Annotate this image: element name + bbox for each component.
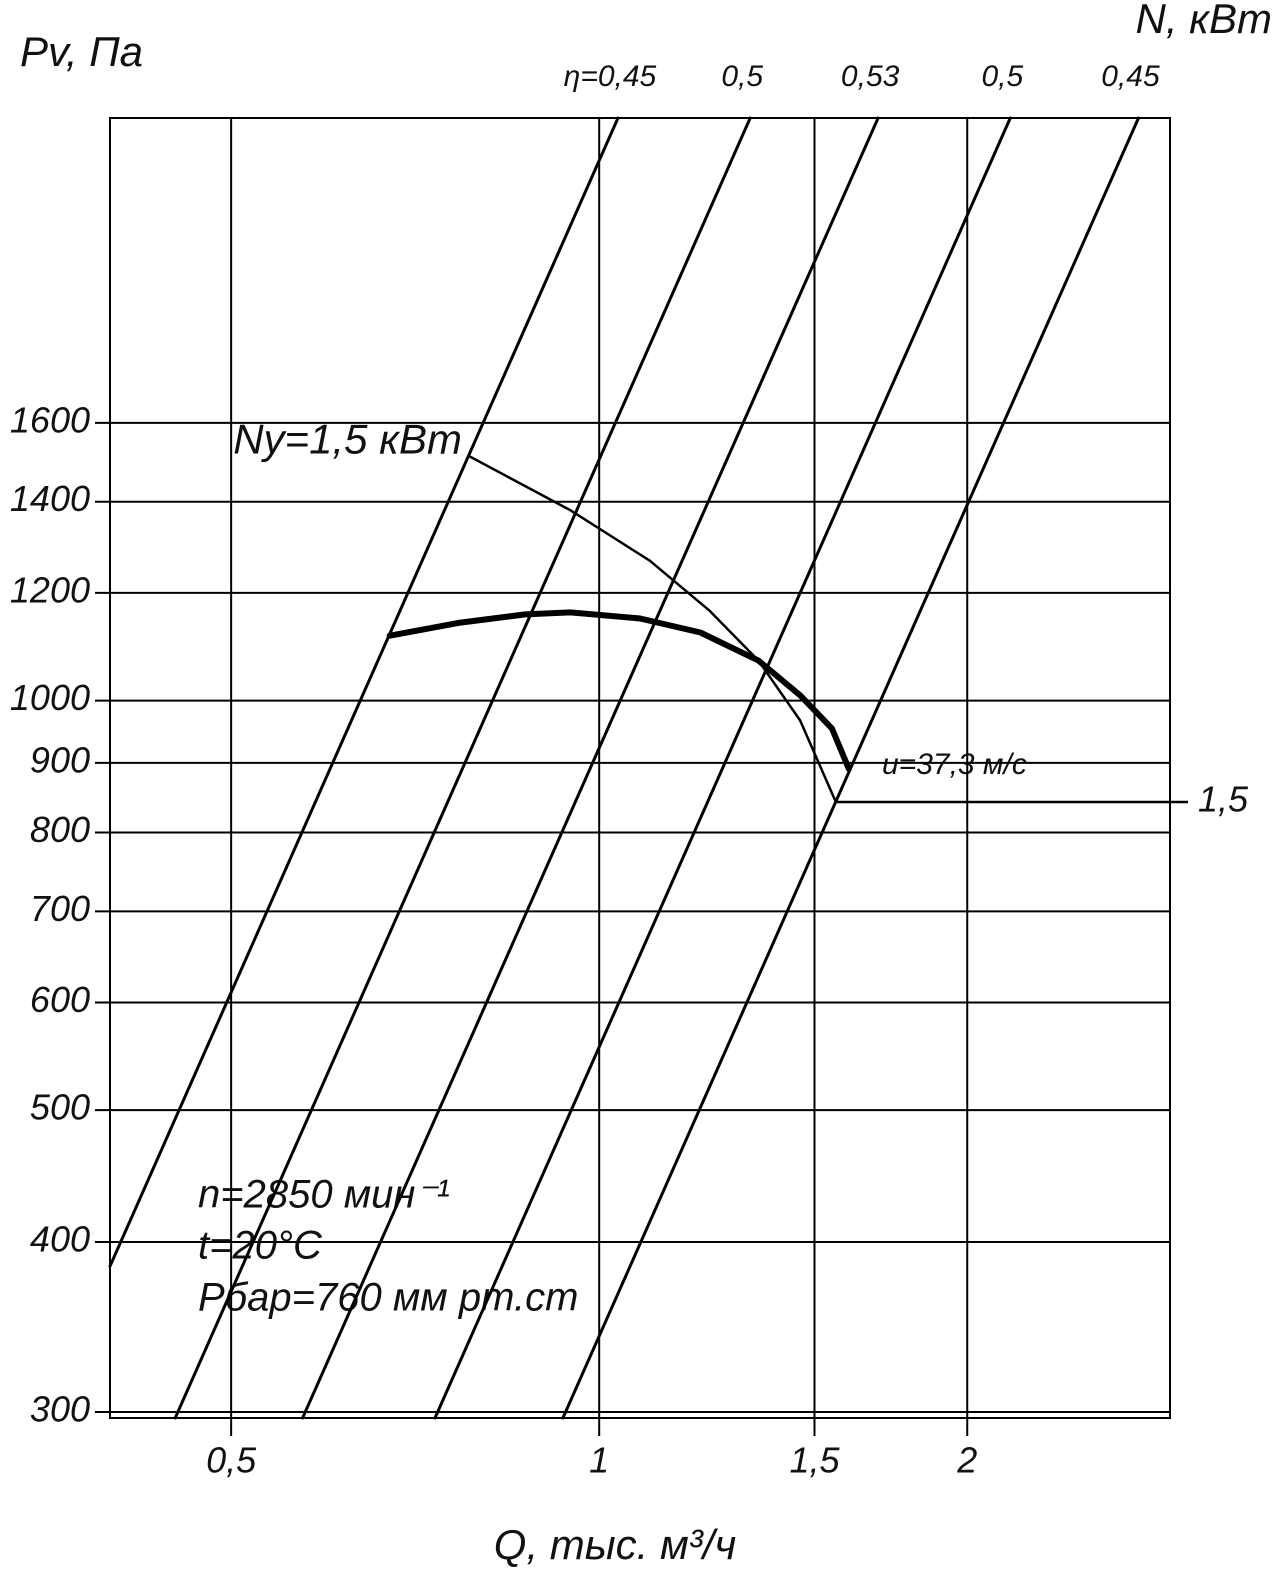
y-tick-label: 600: [30, 979, 90, 1020]
x-tick-label: 1,5: [789, 1440, 840, 1481]
y-axis-title: Pv, Па: [20, 28, 143, 75]
series-label: 0,45: [1101, 60, 1160, 93]
series-label: 0,5: [981, 60, 1023, 93]
series-label: 0,53: [841, 60, 900, 93]
series-line: [561, 116, 1140, 1420]
y-tick-label: 800: [30, 809, 90, 850]
series-line: [173, 116, 752, 1420]
plot-frame: [109, 117, 1171, 1419]
note: Рбар=760 мм рт.ст: [198, 1276, 578, 1320]
x-tick-label: 0,5: [206, 1440, 257, 1481]
y-tick-label: 900: [30, 739, 90, 780]
series-line: [468, 455, 837, 803]
y2-axis-title: N, кВт: [1136, 0, 1273, 42]
y-tick-label: 300: [30, 1389, 90, 1430]
speed-label: u=37,3 м/с: [882, 748, 1027, 781]
series-line: [433, 116, 1012, 1420]
x-axis-title: Q, тыс. м³/ч: [494, 1521, 736, 1568]
x-tick-label: 2: [956, 1440, 977, 1481]
y-tick-label: 1000: [10, 677, 90, 718]
series-label: 0,5: [721, 60, 763, 93]
series-label: η=0,45: [564, 60, 657, 93]
note: t=20°C: [198, 1224, 323, 1268]
power-mark-label: 1,5: [1198, 779, 1249, 820]
y-tick-label: 1600: [10, 399, 90, 440]
y-tick-label: 1200: [10, 569, 90, 610]
y-tick-label: 400: [30, 1219, 90, 1260]
y-tick-label: 700: [30, 888, 90, 929]
y-tick-label: 500: [30, 1087, 90, 1128]
note: n=2850 мин⁻¹: [198, 1173, 450, 1217]
x-tick-label: 1: [589, 1440, 609, 1481]
series-label: Ny=1,5 кВт: [233, 416, 462, 463]
y-tick-label: 1400: [10, 478, 90, 519]
series-line: [301, 116, 880, 1420]
series-line: [386, 609, 852, 772]
series-line: [108, 116, 620, 1268]
